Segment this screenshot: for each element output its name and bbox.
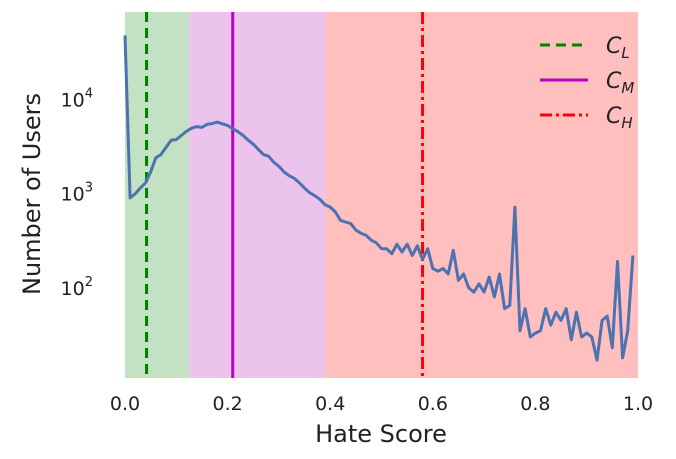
x-tick-label: 0.4 <box>315 393 345 415</box>
x-axis-label: Hate Score <box>315 420 447 448</box>
x-tick-label: 1.0 <box>623 393 653 415</box>
series-line-0 <box>123 35 635 362</box>
x-tick-label: 0.2 <box>212 393 242 415</box>
x-tick-label: 0.8 <box>520 393 550 415</box>
y-tick-label: 102 <box>61 275 93 300</box>
x-tick-labels: 0.0 0.2 0.4 0.6 0.8 1.0 <box>110 393 653 415</box>
x-tick-label: 0.0 <box>110 393 140 415</box>
legend-label-m: CM <box>606 69 634 97</box>
y-tick-label: 104 <box>61 86 93 111</box>
y-tick-labels: 102 103 104 <box>61 86 93 299</box>
region-band-1 <box>189 12 326 378</box>
threshold-lines <box>145 12 425 378</box>
legend-label-l: CL <box>606 34 630 62</box>
background-regions <box>125 12 638 378</box>
y-axis-label: Number of Users <box>18 93 46 295</box>
legend-label-h: CH <box>606 104 633 132</box>
series-group <box>123 35 635 362</box>
region-band-2 <box>325 12 638 378</box>
y-tick-label: 103 <box>61 181 93 206</box>
x-tick-label: 0.6 <box>418 393 448 415</box>
legend: CL CM CH <box>540 34 634 132</box>
